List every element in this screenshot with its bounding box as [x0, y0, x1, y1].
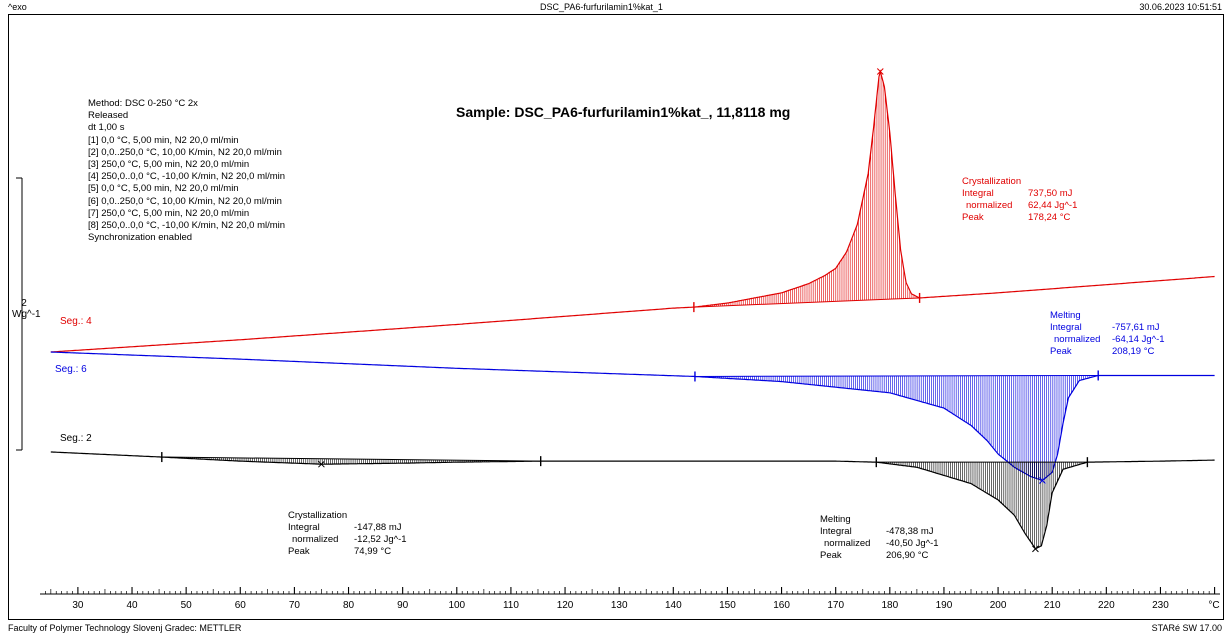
peak-value: 178,24 °C [1028, 212, 1071, 223]
integral-label: Integral [288, 522, 320, 533]
method-line: [5] 0,0 °C, 5,00 min, N2 20,0 ml/min [88, 183, 239, 195]
x-tick-label: 60 [235, 600, 247, 611]
x-tick-label: 30 [72, 600, 84, 611]
footer-left: Faculty of Polymer Technology Slovenj Gr… [8, 623, 242, 633]
series-seg4-curve [50, 69, 1215, 353]
y-scale-label: 2 Wg^-1 [12, 298, 41, 320]
result-seg2-melting: Melting Integral -478,38 mJ normalized -40… [820, 514, 939, 562]
footer-right: STARé SW 17.00 [1151, 623, 1222, 633]
timestamp: 30.06.2023 10:51:51 [1139, 2, 1222, 12]
integral-value: -147,88 mJ [354, 522, 402, 533]
normalized-value: 62,44 Jg^-1 [1028, 200, 1078, 211]
method-line: [2] 0,0..250,0 °C, 10,00 K/min, N2 20,0 … [88, 146, 282, 158]
x-tick-label: 180 [881, 600, 898, 611]
peak-marker [318, 460, 325, 468]
result-seg4-crystallization: Crystallization Integral 737,50 mJ normal… [962, 176, 1077, 224]
method-line: [8] 250,0..0,0 °C, -10,00 K/min, N2 20,0… [88, 220, 286, 232]
x-tick-label: 160 [773, 600, 790, 611]
x-tick-label: 200 [990, 600, 1007, 611]
peak-value: 208,19 °C [1112, 346, 1155, 357]
peak-marker [1032, 545, 1039, 553]
series-seg6-curve [50, 351, 1215, 481]
method-line: Synchronization enabled [88, 232, 193, 244]
x-tick-label: 150 [719, 600, 736, 611]
normalized-label: normalized [1054, 334, 1101, 345]
chart-frame [8, 14, 1224, 620]
page-title: DSC_PA6-furfurilamin1%kat_1 [540, 2, 663, 12]
result-title: Crystallization [288, 510, 348, 521]
peak-value: 74,99 °C [354, 546, 392, 557]
x-tick-label: 50 [181, 600, 193, 611]
x-tick-label: 70 [289, 600, 301, 611]
integral-label: Integral [962, 188, 994, 199]
integral-value: -478,38 mJ [886, 526, 934, 537]
x-tick-label: 80 [343, 600, 355, 611]
peak-marker [876, 68, 884, 75]
peak-label: Peak [962, 212, 984, 223]
normalized-value: -12,52 Jg^-1 [354, 534, 407, 545]
result-seg6-melting: Melting Integral -757,61 mJ normalized -64… [1050, 310, 1165, 358]
method-line: Method: DSC 0-250 °C 2x [88, 98, 198, 109]
normalized-label: normalized [292, 534, 339, 545]
method-line: [6] 0,0..250,0 °C, 10,00 K/min, N2 20,0 … [88, 195, 282, 207]
result-title: Melting [820, 514, 851, 525]
x-tick-label: 130 [611, 600, 628, 611]
series-seg6-baseline [694, 374, 1099, 377]
x-tick-label: 120 [557, 600, 574, 611]
method-line: [4] 250,0..0,0 °C, -10,00 K/min, N2 20,0… [88, 171, 286, 183]
segment-label-6: Seg.: 6 [55, 364, 87, 375]
normalized-label: normalized [966, 200, 1013, 211]
result-title: Crystallization [962, 176, 1022, 187]
peak-label: Peak [288, 546, 310, 557]
integral-value: 737,50 mJ [1028, 188, 1073, 199]
y-scale-value: 2 [21, 298, 27, 309]
method-line: [3] 250,0 °C, 5,00 min, N2 20,0 ml/min [88, 159, 250, 171]
segment-label-4: Seg.: 4 [60, 316, 92, 327]
segment-label-2: Seg.: 2 [60, 433, 92, 444]
peak-marker [1039, 477, 1046, 484]
method-block: Method: DSC 0-250 °C 2x Released dt 1,00… [88, 98, 285, 244]
x-tick-label: 100 [448, 600, 465, 611]
integral-label: Integral [1050, 322, 1082, 333]
result-seg2-crystallization: Crystallization Integral -147,88 mJ norma… [288, 510, 407, 558]
y-scale-unit: Wg^-1 [12, 309, 41, 320]
x-tick-label: 40 [126, 600, 138, 611]
x-tick-label: 90 [397, 600, 409, 611]
exo-label: ^exo [8, 2, 27, 12]
normalized-label: normalized [824, 538, 871, 549]
x-axis-unit: °C [1208, 600, 1219, 611]
peak-label: Peak [1050, 346, 1072, 357]
x-tick-label: 230 [1152, 600, 1169, 611]
x-tick-label: 190 [936, 600, 953, 611]
x-tick-label: 220 [1098, 600, 1115, 611]
integral-label: Integral [820, 526, 852, 537]
normalized-value: -40,50 Jg^-1 [886, 538, 939, 549]
x-tick-label: 140 [665, 600, 682, 611]
integral-value: -757,61 mJ [1112, 322, 1160, 333]
peak-label: Peak [820, 550, 842, 561]
method-line: [7] 250,0 °C, 5,00 min, N2 20,0 ml/min [88, 207, 250, 219]
series-seg2-curve [50, 451, 1215, 550]
normalized-value: -64,14 Jg^-1 [1112, 334, 1165, 345]
x-tick-label: 210 [1044, 600, 1061, 611]
peak-value: 206,90 °C [886, 550, 929, 561]
sample-title: Sample: DSC_PA6-furfurilamin1%kat_, 11,8… [456, 104, 791, 120]
method-line: dt 1,00 s [88, 122, 125, 134]
method-line: [1] 0,0 °C, 5,00 min, N2 20,0 ml/min [88, 134, 239, 146]
series-seg4-baseline [693, 297, 920, 308]
x-tick-label: 110 [503, 600, 519, 611]
method-line: Released [88, 110, 129, 122]
result-title: Melting [1050, 310, 1081, 321]
x-tick-label: 170 [827, 600, 844, 611]
